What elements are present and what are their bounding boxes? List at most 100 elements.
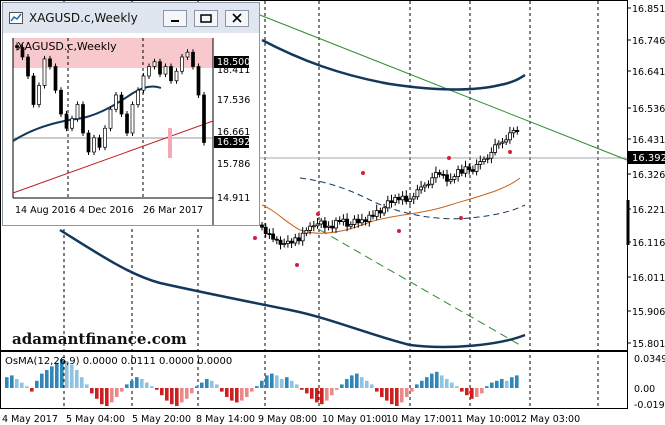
time-tick-label: 5 May 04:00 [66, 414, 125, 425]
fractal-marker [361, 171, 365, 175]
candle-body [456, 169, 461, 178]
osma-bar [515, 375, 519, 388]
candle-body [271, 233, 276, 240]
osma-bar [440, 375, 444, 388]
inset-candle-body [125, 113, 129, 134]
candle-body [300, 232, 305, 242]
inset-candle-body [26, 56, 30, 77]
price-tick-label: 16.536 [632, 104, 665, 115]
osma-bar [170, 388, 174, 405]
osma-scale-label: 0.00 [634, 384, 655, 395]
inset-candle-body [136, 89, 140, 105]
inset-current-candle [168, 128, 172, 158]
candle-body [445, 174, 449, 182]
time-tick-label: 4 May 2017 [2, 414, 58, 425]
candle-body [404, 195, 409, 202]
osma-bar [60, 359, 64, 388]
close-button[interactable] [225, 10, 249, 27]
candle-body [356, 218, 361, 224]
candle-body [308, 225, 313, 231]
osma-bar [235, 388, 239, 403]
candle-body [463, 166, 468, 174]
osma-bar [365, 380, 369, 388]
candles [253, 126, 630, 267]
osma-bar [130, 380, 134, 388]
candle-body [396, 196, 401, 201]
minimize-button[interactable] [163, 10, 187, 27]
candle-body [496, 142, 501, 146]
osma-bar [415, 384, 419, 388]
inset-candle-body [202, 94, 206, 143]
candle-body [282, 243, 287, 246]
candle-body [260, 224, 264, 228]
candle-body [285, 240, 290, 244]
price-tick-label: 16.116 [632, 238, 665, 249]
osma-bar [270, 373, 274, 388]
candle-body [448, 178, 453, 182]
osma-bar [500, 379, 504, 388]
current-price-label: 16.392 [632, 153, 665, 164]
osma-bar [65, 361, 69, 388]
osma-bar [20, 382, 24, 388]
time-tick-label: 10 May 17:00 [386, 414, 451, 425]
osma-bar [465, 388, 469, 396]
osma-bar [215, 384, 219, 388]
osma-bar [75, 370, 79, 388]
inset-titlebar[interactable]: XAGUSD.c,Weekly [3, 3, 259, 33]
price-tick-label: 16.746 [632, 36, 665, 47]
price-tick-label: 16.431 [632, 135, 665, 146]
osma-bar [110, 388, 114, 403]
fractal-marker [295, 263, 299, 267]
upper-trendline[interactable] [259, 14, 628, 161]
candle-body [411, 196, 416, 200]
candle-body [341, 218, 346, 222]
candle-body [422, 184, 427, 188]
osma-bar [295, 384, 299, 388]
candle-body [315, 223, 320, 227]
candle-body [478, 161, 483, 165]
inset-candle-body [130, 104, 135, 134]
osma-bar [475, 388, 479, 397]
inset-candle-body [86, 132, 91, 153]
restore-button[interactable] [194, 10, 218, 27]
osma-scale-label: 0.0349 [634, 354, 665, 365]
inset-candle-body [163, 66, 168, 75]
osma-bar [255, 386, 259, 388]
candle-body [441, 173, 446, 176]
osma-bar [115, 388, 119, 397]
inset-price-label: 16.661 [217, 127, 250, 138]
lower-band [59, 228, 526, 349]
price-tick-label: 16.851 [632, 4, 665, 15]
inset-support-trendline[interactable] [12, 120, 214, 194]
candle-body [337, 219, 342, 222]
osma-bar [250, 388, 254, 392]
fractal-marker [253, 236, 257, 240]
inset-candle-body [152, 61, 157, 67]
candle-body [348, 223, 353, 227]
inset-candle-body [31, 75, 36, 105]
fractal-marker [508, 150, 512, 154]
inset-chart-window[interactable]: XAGUSD.c,Weekly XAGUSD.c,Weekly 18.500 18… [2, 2, 260, 226]
inset-candle-body [108, 108, 113, 129]
candle-body [334, 219, 338, 229]
inset-window-title: XAGUSD.c,Weekly [29, 11, 138, 25]
candle-body [359, 219, 364, 224]
inset-candle-body [59, 89, 63, 115]
osma-bar [225, 388, 229, 397]
candle-body [437, 172, 442, 175]
price-tick-label: 16.641 [632, 67, 665, 78]
osma-bar [175, 388, 179, 406]
osma-bar [35, 380, 39, 388]
time-axis: 4 May 2017 5 May 04:00 5 May 20:00 8 May 14… [2, 414, 580, 425]
inset-candle-body [70, 118, 74, 129]
fractal-marker [447, 156, 451, 160]
candle-body [263, 226, 268, 234]
inset-candle-body [169, 66, 173, 82]
osma-bar [185, 388, 189, 399]
osma-bar [105, 388, 109, 406]
osma-bar [135, 377, 139, 388]
osma-bar [430, 373, 434, 388]
inset-candle-body [64, 113, 69, 129]
price-tick-label: 16.221 [632, 205, 665, 216]
